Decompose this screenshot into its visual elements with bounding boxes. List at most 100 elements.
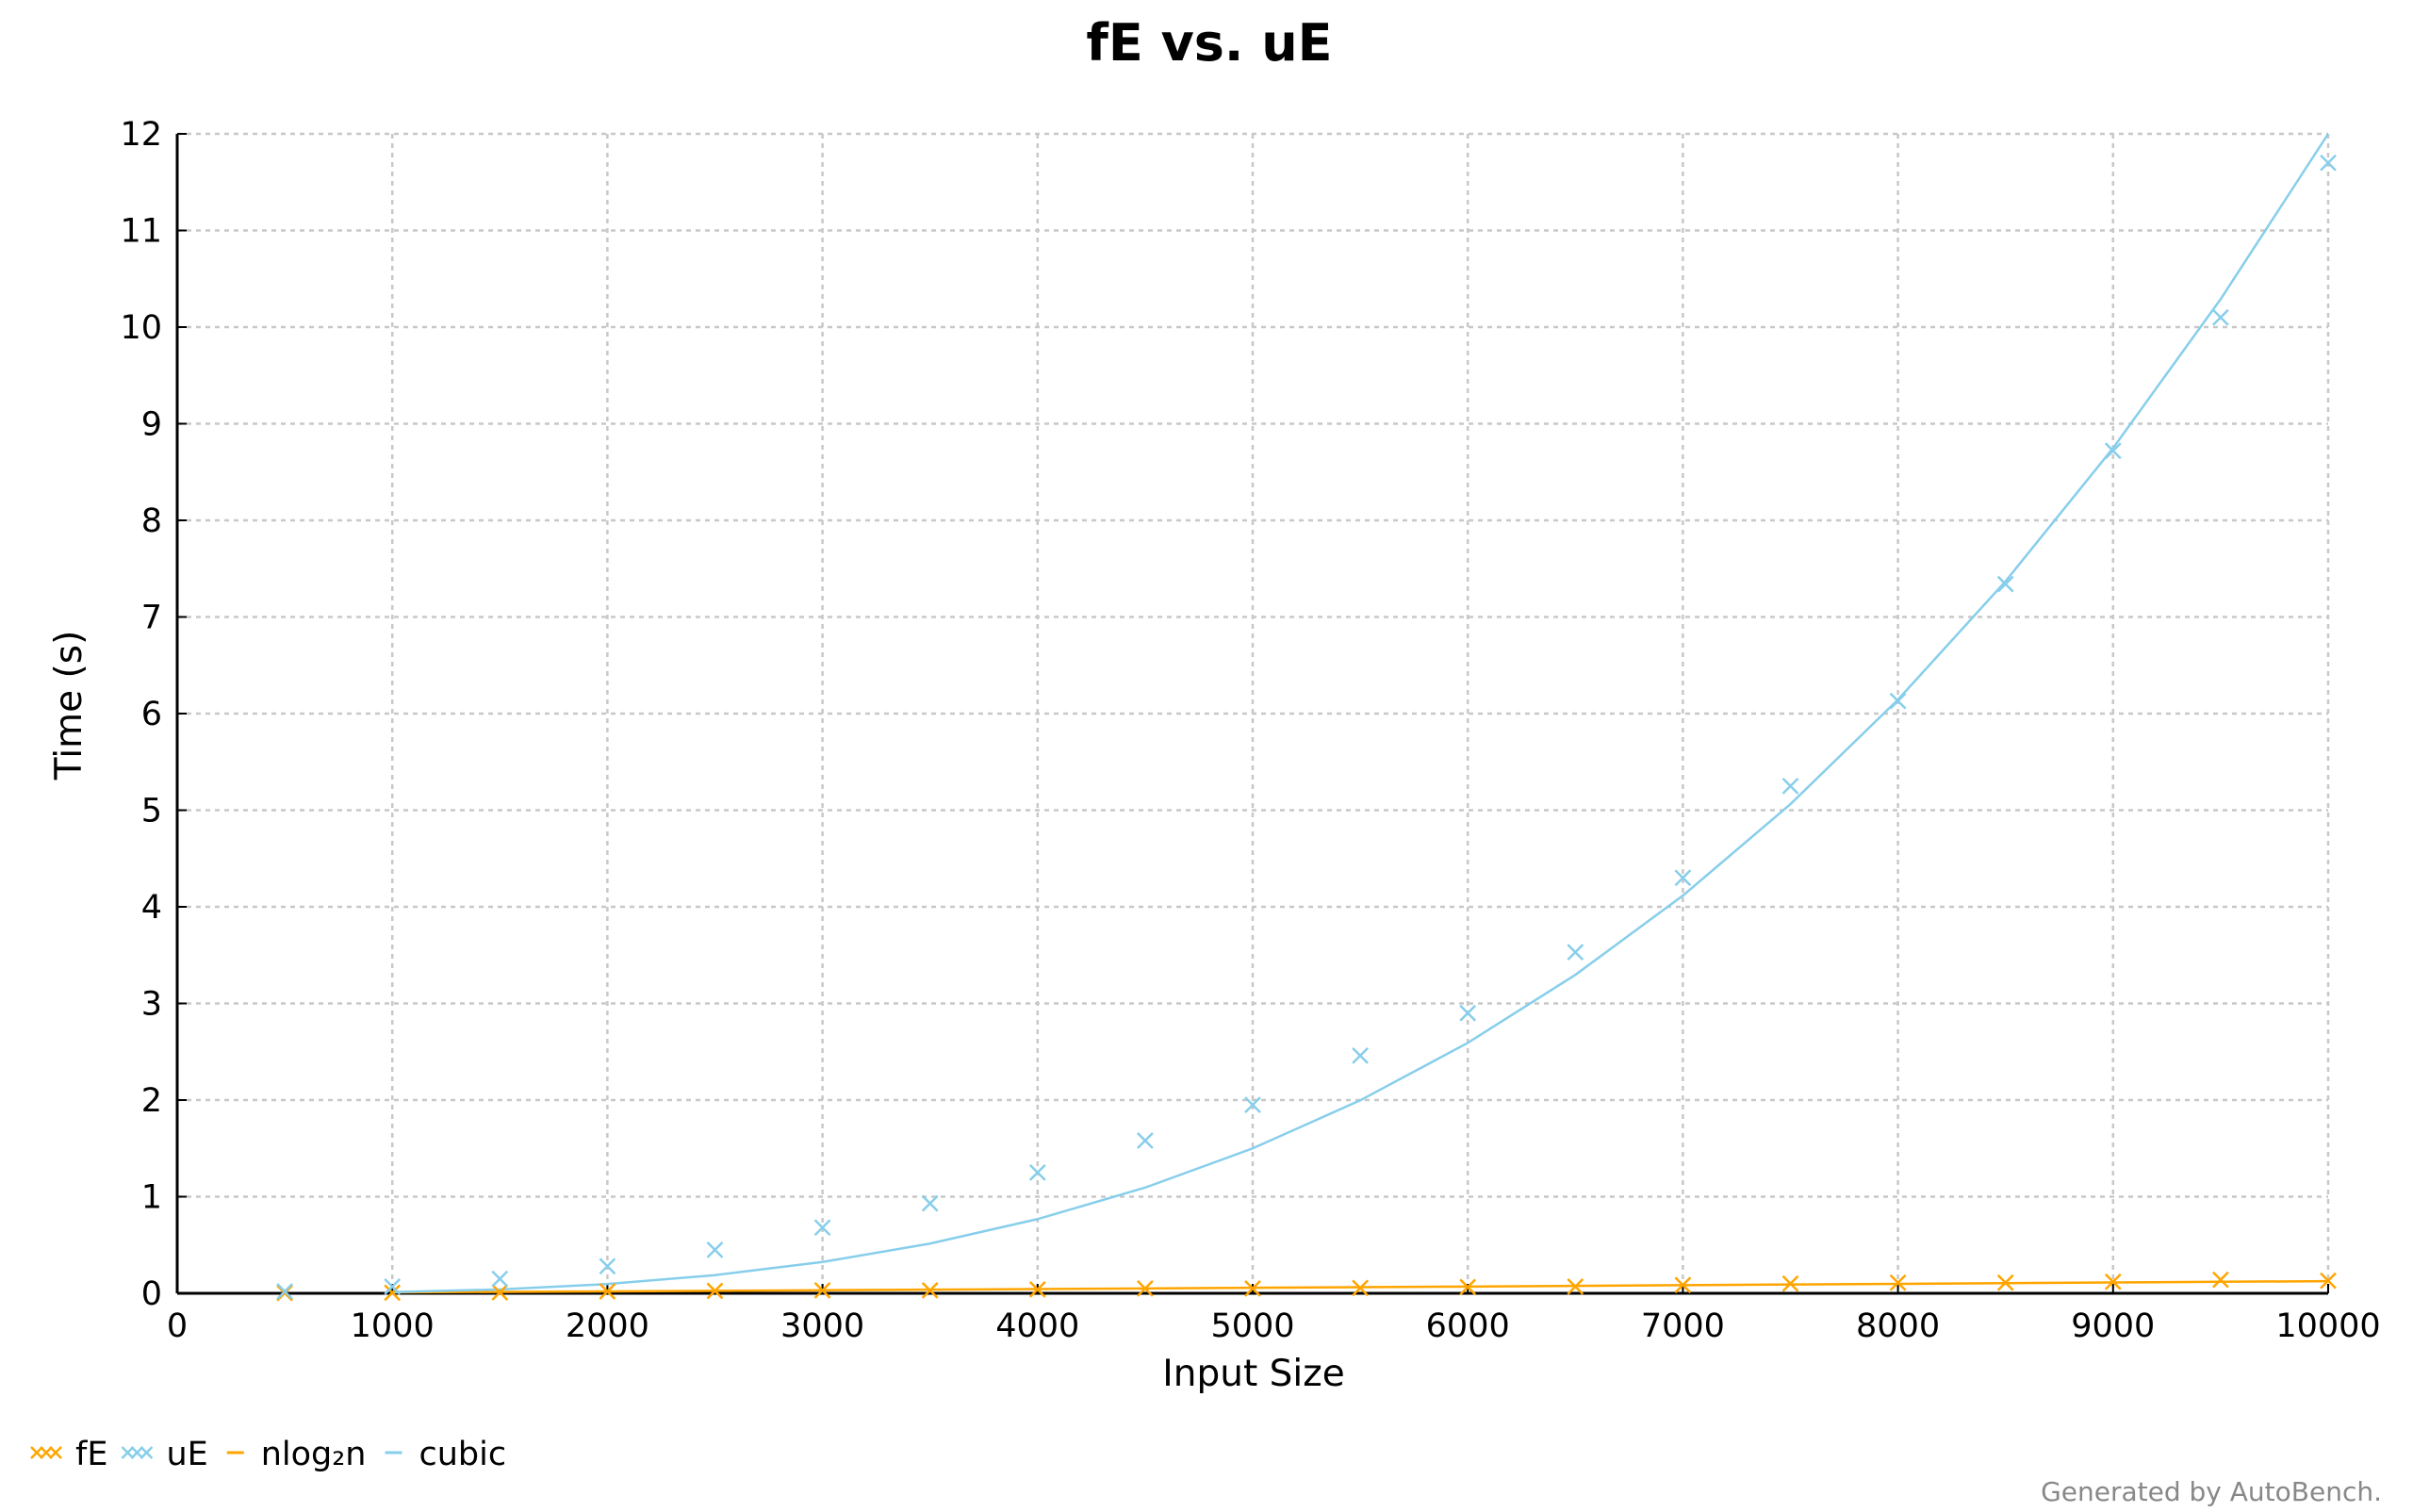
legend-marker <box>130 1446 144 1459</box>
legend-marker <box>121 1446 135 1459</box>
data-point-uE <box>1137 1132 1154 1149</box>
data-point-fE <box>384 1284 402 1302</box>
marker-stroke <box>1889 692 1907 710</box>
y-axis-label: Time (s) <box>48 631 90 781</box>
data-point-fE <box>599 1283 616 1300</box>
y-tick-label: 6 <box>141 696 162 733</box>
marker-stroke <box>1674 869 1692 887</box>
marker-stroke <box>121 1446 135 1459</box>
y-tick-label: 9 <box>141 406 162 444</box>
marker-stroke <box>1781 1274 1799 1292</box>
data-point-uE <box>921 1194 939 1212</box>
data-point-uE <box>384 1277 402 1295</box>
data-point-uE <box>1352 1046 1369 1064</box>
data-point-uE <box>813 1219 831 1237</box>
data-point-uE <box>1244 1096 1261 1114</box>
data-point-fE <box>1028 1281 1046 1298</box>
marker-stroke <box>130 1446 144 1459</box>
marker-stroke <box>140 1446 154 1459</box>
marker-stroke <box>706 1241 724 1258</box>
grid <box>177 132 2330 1293</box>
marker-stroke <box>813 1282 831 1299</box>
marker-stroke <box>1996 1274 2014 1291</box>
legend-item-cubic: cubic <box>385 1436 507 1473</box>
data-point-uE <box>1889 692 1907 710</box>
marker-stroke <box>491 1270 509 1288</box>
marker-stroke <box>2104 1273 2122 1290</box>
legend-marker <box>140 1446 154 1459</box>
marker-stroke <box>1567 1277 1584 1295</box>
data-point-fE <box>1459 1278 1477 1296</box>
data-point-uE <box>1567 944 1584 961</box>
data-point-fE <box>491 1284 509 1301</box>
x-tick-label: 1000 <box>351 1307 435 1345</box>
x-tick-label: 5000 <box>1210 1307 1294 1345</box>
marker-stroke <box>1352 1279 1369 1297</box>
legend-item-fE: fE <box>30 1436 107 1473</box>
marker-stroke <box>2320 1272 2337 1290</box>
legend-marker <box>40 1446 53 1459</box>
data-point-fE <box>706 1282 724 1300</box>
data-point-uE <box>1028 1163 1046 1181</box>
marker-stroke <box>1137 1132 1154 1149</box>
data-point-fE <box>2320 1272 2337 1290</box>
data-point-fE <box>1889 1274 1907 1291</box>
legend-item-uE: uE <box>121 1436 208 1473</box>
x-tick-label: 2000 <box>566 1307 649 1345</box>
data-point-uE <box>276 1283 293 1300</box>
y-tick-label: 0 <box>141 1275 162 1313</box>
legend-marker <box>30 1446 43 1459</box>
marker-stroke <box>1781 777 1799 795</box>
data-point-uE <box>1459 1004 1477 1022</box>
data-point-fE <box>2212 1271 2229 1289</box>
marker-stroke <box>384 1277 402 1295</box>
data-point-uE <box>2104 442 2122 460</box>
data-point-fE <box>1137 1279 1154 1297</box>
marker-stroke <box>921 1194 939 1212</box>
y-tick-label: 3 <box>141 986 162 1024</box>
marker-stroke <box>491 1284 509 1301</box>
data-point-fE <box>1352 1279 1369 1297</box>
legend-label: uE <box>166 1436 207 1473</box>
x-tick-label: 4000 <box>995 1307 1079 1345</box>
y-tick-label: 11 <box>120 213 162 251</box>
marker-stroke <box>2212 308 2229 326</box>
marker-stroke <box>813 1219 831 1237</box>
marker-stroke <box>1459 1004 1477 1022</box>
data-point-uE <box>491 1270 509 1288</box>
legend: fE uE nlog₂n cubic <box>30 1436 507 1473</box>
data-point-uE <box>2212 308 2229 326</box>
legend-label: fE <box>75 1436 107 1473</box>
data-point-uE <box>1674 869 1692 887</box>
data-point-fE <box>2104 1273 2122 1290</box>
marker-stroke <box>1137 1279 1154 1297</box>
x-tick-label: 9000 <box>2071 1307 2155 1345</box>
data-point-uE <box>706 1241 724 1258</box>
marker-stroke <box>40 1446 53 1459</box>
data-point-fE <box>813 1282 831 1299</box>
y-tick-label: 2 <box>141 1082 162 1120</box>
plot-area <box>276 133 2337 1302</box>
data-point-fE <box>1781 1274 1799 1292</box>
legend-label: nlog₂n <box>261 1436 367 1473</box>
marker-stroke <box>706 1282 724 1300</box>
marker-stroke <box>1459 1278 1477 1296</box>
legend-label: cubic <box>419 1436 507 1473</box>
marker-stroke <box>2212 1271 2229 1289</box>
data-point-fE <box>1674 1276 1692 1294</box>
legend-item-nlog₂n: nlog₂n <box>226 1436 367 1473</box>
x-tick-label: 0 <box>167 1307 188 1345</box>
x-tick-label: 8000 <box>1856 1307 1940 1345</box>
data-point-fE <box>1996 1274 2014 1291</box>
y-tick-label: 4 <box>141 889 162 927</box>
x-tick-label: 6000 <box>1426 1307 1510 1345</box>
x-tick-label: 10000 <box>2275 1307 2380 1345</box>
marker-stroke <box>1244 1096 1261 1114</box>
marker-stroke <box>1567 944 1584 961</box>
marker-stroke <box>1244 1279 1261 1297</box>
marker-stroke <box>1028 1163 1046 1181</box>
marker-stroke <box>599 1257 616 1275</box>
chart-title: fE vs. uE <box>1086 13 1332 73</box>
y-tick-label: 10 <box>120 309 162 347</box>
